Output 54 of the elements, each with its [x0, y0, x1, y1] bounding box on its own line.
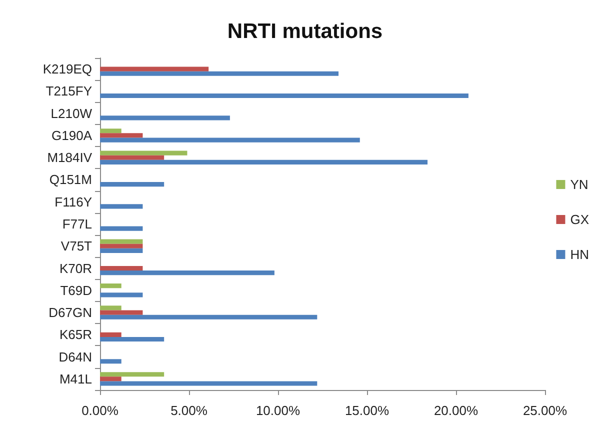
bar	[100, 284, 122, 288]
bar	[100, 182, 164, 187]
bar	[100, 226, 143, 231]
bar	[100, 266, 143, 271]
y-tick-label: M41L	[59, 371, 92, 386]
bar	[100, 359, 122, 364]
x-tick-label: 0.00%	[82, 403, 119, 418]
y-tick-label: F77L	[62, 216, 92, 232]
bar	[100, 71, 339, 76]
bar	[100, 332, 122, 337]
legend-label: HN	[570, 247, 589, 262]
bar	[100, 381, 318, 386]
bar	[100, 138, 360, 142]
bar	[100, 248, 143, 253]
bar	[100, 292, 143, 298]
bar	[100, 150, 188, 156]
y-tick-label: D64N	[58, 349, 92, 364]
x-tick-label: 25.00%	[522, 403, 568, 418]
y-tick-label: D67GN	[48, 305, 92, 320]
y-tick-label: M184IV	[47, 150, 92, 166]
bar	[100, 372, 164, 377]
bar	[100, 155, 164, 160]
bar	[100, 93, 468, 98]
y-tick-label: G190A	[52, 128, 92, 143]
y-tick-label: L210W	[50, 106, 93, 121]
bar	[100, 314, 318, 320]
y-tick-label: K70R	[59, 260, 92, 276]
bar	[100, 239, 143, 244]
legend-label: YN	[570, 177, 588, 192]
bar	[100, 306, 122, 310]
y-tick-label: K65R	[59, 327, 92, 342]
bar	[100, 376, 122, 382]
bar	[100, 133, 143, 138]
y-tick-label: T69D	[60, 282, 92, 298]
x-tick-label: 15.00%	[344, 403, 390, 418]
bar	[100, 310, 143, 315]
bar	[100, 116, 230, 120]
bar	[100, 336, 164, 342]
legend-label: GX	[570, 212, 590, 227]
x-tick-label: 5.00%	[170, 403, 208, 418]
bar	[100, 204, 143, 209]
x-tick-label: 10.00%	[256, 403, 300, 418]
x-tick-label: 20.00%	[434, 403, 478, 418]
bar	[100, 160, 428, 164]
bar	[100, 66, 209, 72]
y-tick-label: K219EQ	[42, 62, 92, 77]
bar	[100, 128, 122, 134]
y-tick-label: F116Y	[54, 194, 92, 210]
y-tick-label: V75T	[60, 238, 92, 254]
y-tick-label: T215FY	[46, 84, 92, 99]
chart-title: NRTI mutations	[227, 20, 383, 43]
y-tick-label: Q151M	[49, 172, 92, 188]
bar	[100, 244, 143, 248]
bar	[100, 270, 274, 276]
